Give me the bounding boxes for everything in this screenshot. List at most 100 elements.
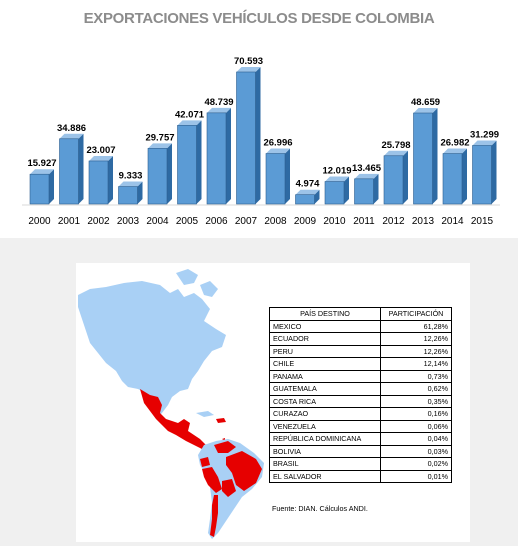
share-cell: 0,35% bbox=[380, 394, 452, 408]
bar-group-2011: 13.465 2011 bbox=[352, 163, 382, 227]
share-cell: 0,04% bbox=[380, 432, 452, 446]
bar-2002 bbox=[88, 160, 109, 205]
bar-top bbox=[89, 155, 113, 161]
americas-map bbox=[78, 269, 264, 539]
bar-side bbox=[78, 133, 84, 204]
share-cell: 12,26% bbox=[380, 344, 452, 358]
bar-side bbox=[344, 176, 349, 204]
bar-top bbox=[266, 148, 290, 154]
table-row: PANAMA 0,73% bbox=[269, 369, 452, 383]
bar-side bbox=[226, 107, 231, 204]
x-tick-label: 2006 bbox=[205, 216, 228, 227]
bar-2011 bbox=[354, 178, 374, 205]
bar-side bbox=[314, 189, 320, 204]
table-row: CURAZAO 0,16% bbox=[269, 407, 452, 421]
bar-top bbox=[354, 173, 379, 179]
x-tick-label: 2009 bbox=[294, 216, 317, 227]
bar-top bbox=[472, 140, 497, 146]
share-cell: 0,01% bbox=[380, 469, 452, 483]
country-cell: CHILE bbox=[269, 357, 381, 371]
bar-top bbox=[325, 176, 349, 182]
bar-group-2001: 34.886 2001 bbox=[57, 123, 86, 227]
bar-group-2002: 23.007 2002 bbox=[86, 145, 115, 227]
x-tick-label: 2000 bbox=[28, 216, 51, 227]
data-label: 48.739 bbox=[204, 97, 233, 108]
bar-group-2003: 9.333 2003 bbox=[117, 171, 143, 227]
table-row: EL SALVADOR 0,01% bbox=[269, 469, 452, 483]
bar-top bbox=[236, 67, 261, 72]
bar-top bbox=[118, 181, 143, 187]
share-cell: 12,26% bbox=[380, 332, 452, 346]
x-tick-label: 2011 bbox=[353, 216, 375, 227]
bar-2010 bbox=[324, 181, 345, 205]
bar-top bbox=[148, 143, 172, 149]
table-row: ECUADOR 12,26% bbox=[269, 332, 452, 346]
table-row: REPÚBLICA DOMINICANA 0,04% bbox=[269, 432, 452, 446]
country-cell: PANAMA bbox=[269, 369, 381, 383]
country-cell: EL SALVADOR bbox=[269, 469, 381, 483]
bar-2005 bbox=[177, 125, 197, 205]
country-cell: GUATEMALA bbox=[269, 382, 381, 396]
x-tick-label: 2013 bbox=[412, 216, 435, 227]
data-label: 42.071 bbox=[175, 109, 205, 120]
bar-2006 bbox=[206, 112, 227, 205]
table-row: VENEZUELA 0,06% bbox=[269, 419, 452, 433]
export-share-table: PAÍS DESTINO PARTICIPACIÓN MEXICO 61,28% E… bbox=[269, 307, 452, 483]
bar-group-2010: 12.019 2010 bbox=[322, 166, 351, 227]
country-cell: BOLIVIA bbox=[269, 444, 381, 458]
bar-side bbox=[403, 150, 408, 204]
data-label: 23.007 bbox=[86, 145, 115, 156]
chart-title: EXPORTACIONES VEHÍCULOS DESDE COLOMBIA bbox=[83, 10, 435, 27]
share-cell: 12,14% bbox=[380, 357, 452, 371]
country-cell: REPÚBLICA DOMINICANA bbox=[269, 432, 381, 446]
bar-2015 bbox=[472, 145, 492, 205]
data-label: 25.798 bbox=[381, 140, 410, 151]
bar-top bbox=[30, 169, 54, 175]
data-label: 15.927 bbox=[27, 158, 56, 169]
header-country: PAÍS DESTINO bbox=[269, 307, 381, 321]
share-cell: 0,16% bbox=[380, 407, 452, 421]
x-tick-label: 2001 bbox=[58, 216, 81, 227]
country-cell: ECUADOR bbox=[269, 332, 381, 346]
x-tick-label: 2008 bbox=[264, 216, 287, 227]
bar-side bbox=[137, 181, 143, 204]
caribbean-islands-shape bbox=[196, 411, 226, 441]
table-row: MEXICO 61,28% bbox=[269, 319, 452, 333]
bar-top bbox=[295, 189, 320, 195]
bar-group-2000: 15.927 2000 bbox=[27, 158, 56, 227]
bar-group-2004: 29.757 2004 bbox=[145, 132, 174, 227]
header-share: PARTICIPACIÓN bbox=[380, 307, 452, 321]
table-row: GUATEMALA 0,62% bbox=[269, 382, 452, 396]
x-tick-label: 2003 bbox=[117, 216, 140, 227]
x-tick-label: 2005 bbox=[176, 216, 199, 227]
bar-side bbox=[167, 143, 172, 204]
share-cell: 61,28% bbox=[380, 319, 452, 333]
source-note: Fuente: DIAN. Cálculos ANDI. bbox=[272, 504, 368, 513]
bar-2014 bbox=[442, 153, 463, 205]
data-label: 29.757 bbox=[145, 132, 174, 143]
table-row: PERU 12,26% bbox=[269, 344, 452, 358]
bar-2012 bbox=[383, 155, 404, 205]
x-tick-label: 2007 bbox=[235, 216, 258, 227]
data-label: 34.886 bbox=[57, 123, 86, 134]
country-cell: COSTA RICA bbox=[269, 394, 381, 408]
data-label: 48.659 bbox=[411, 97, 440, 108]
x-tick-label: 2015 bbox=[471, 216, 494, 227]
bar-group-2013: 48.659 2013 bbox=[411, 97, 440, 227]
table-row: BOLIVIA 0,03% bbox=[269, 444, 452, 458]
bar-2013 bbox=[413, 112, 433, 205]
bar-group-2012: 25.798 2012 bbox=[381, 140, 410, 227]
mexico-central-america-shape bbox=[140, 389, 206, 449]
share-cell: 0,62% bbox=[380, 382, 452, 396]
country-cell: VENEZUELA bbox=[269, 419, 381, 433]
bar-group-2009: 4.974 2009 bbox=[294, 179, 320, 227]
country-cell: BRASIL bbox=[269, 457, 381, 471]
data-label: 9.333 bbox=[119, 171, 143, 182]
bar-side bbox=[196, 120, 202, 204]
table-row: CHILE 12,14% bbox=[269, 357, 452, 371]
bar-2004 bbox=[147, 148, 168, 205]
bar-group-2005: 42.071 2005 bbox=[175, 109, 205, 227]
bar-side bbox=[491, 140, 497, 204]
bar-group-2006: 48.739 2006 bbox=[204, 97, 233, 227]
